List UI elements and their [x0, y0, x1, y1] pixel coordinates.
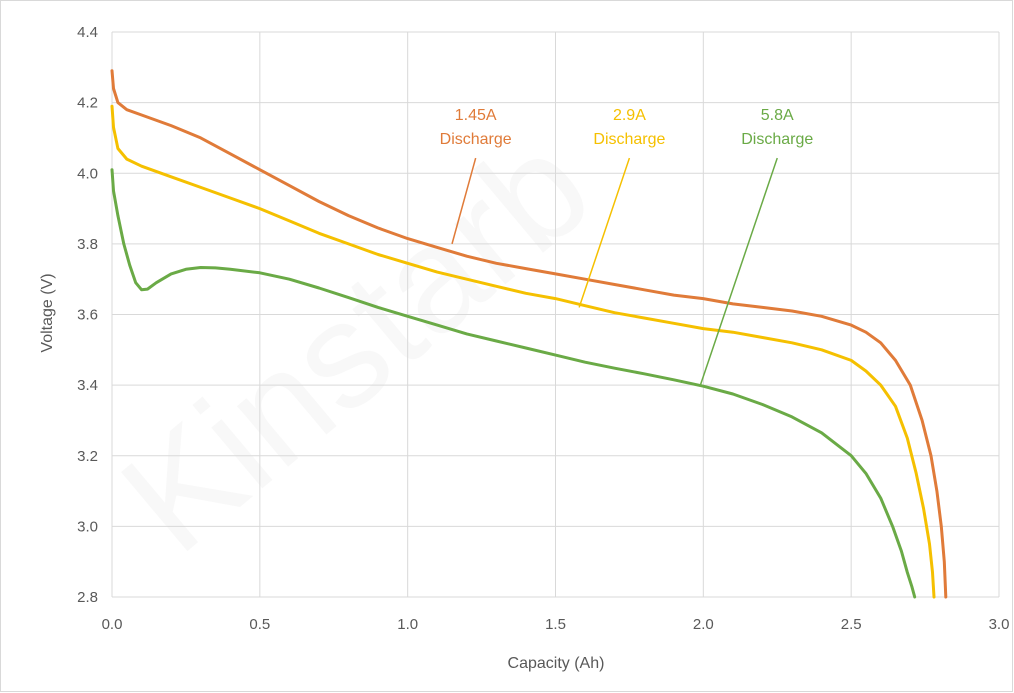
y-axis-title: Voltage (V): [39, 273, 56, 352]
x-tick-label: 1.0: [397, 616, 418, 633]
annotation-label: 5.8A: [761, 107, 794, 124]
annotation-leader-line: [699, 157, 778, 386]
annotation-2: 2.9A Discharge: [578, 107, 666, 308]
x-tick-label: 0.0: [102, 616, 123, 633]
x-tick-labels: 0.0 0.5 1.0 1.5 2.0 2.5 3.0: [102, 616, 1010, 633]
annotation-leader-line: [451, 157, 477, 245]
y-tick-label: 4.0: [77, 165, 98, 182]
x-tick-label: 2.5: [841, 616, 862, 633]
x-tick-label: 2.0: [693, 616, 714, 633]
y-tick-labels: 2.8 3.0 3.2 3.4 3.6 3.8 4.0 4.2 4.4: [77, 24, 98, 606]
y-tick-label: 3.0: [77, 518, 98, 535]
y-tick-label: 3.2: [77, 448, 98, 465]
y-tick-label: 3.4: [77, 377, 98, 394]
annotation-leader-line: [578, 157, 631, 308]
annotation-label: 2.9A: [613, 107, 646, 124]
annotation-label: Discharge: [741, 131, 813, 148]
x-axis-title: Capacity (Ah): [508, 655, 605, 672]
x-tick-label: 0.5: [249, 616, 270, 633]
annotations: 1.45A Discharge 2.9A Discharge 5.8A Discharge: [440, 107, 813, 386]
gridlines: [111, 31, 1000, 598]
annotation-label: Discharge: [593, 131, 665, 148]
y-tick-label: 4.2: [77, 95, 98, 112]
annotation-label: 1.45A: [455, 107, 497, 124]
series-line-2: [110, 104, 936, 599]
y-tick-label: 3.6: [77, 307, 98, 324]
series-line-3: [110, 168, 917, 599]
annotation-3: 5.8A Discharge: [699, 107, 813, 386]
y-tick-label: 2.8: [77, 589, 98, 606]
y-tick-label: 4.4: [77, 24, 98, 41]
annotation-1: 1.45A Discharge: [440, 107, 512, 245]
y-tick-label: 3.8: [77, 236, 98, 253]
series-lines: [110, 69, 948, 599]
series-line-1: [110, 69, 948, 599]
x-tick-label: 3.0: [989, 616, 1010, 633]
annotation-label: Discharge: [440, 131, 512, 148]
x-tick-label: 1.5: [545, 616, 566, 633]
